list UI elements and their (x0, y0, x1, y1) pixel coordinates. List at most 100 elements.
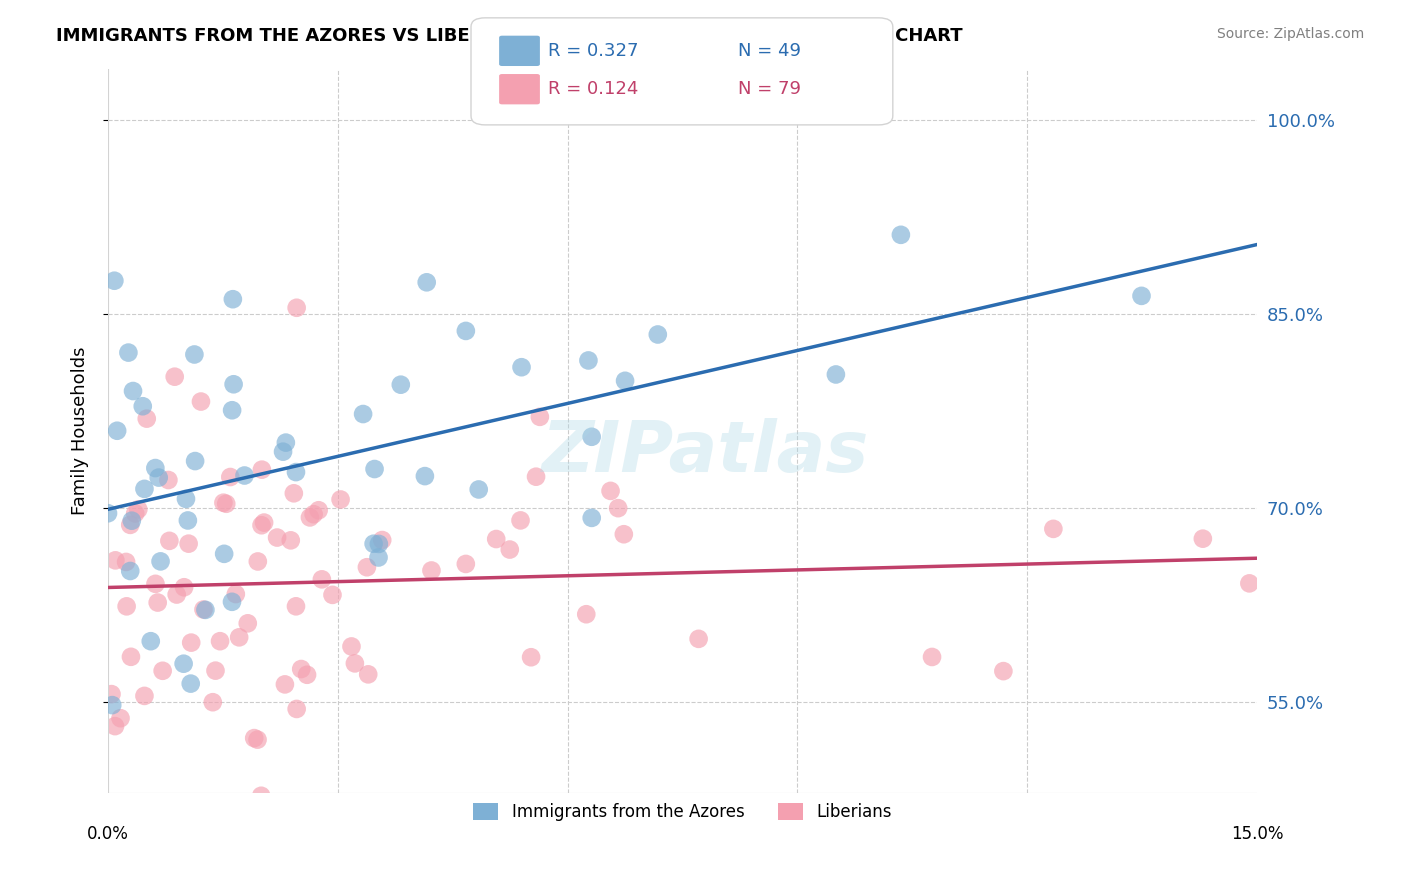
Point (274, 677, 297, 691)
Point (1042, 522, 1064, 536)
Point (1192, 532, 1215, 546)
Point (356, 560, 378, 574)
Text: Source: ZipAtlas.com: Source: ZipAtlas.com (1216, 27, 1364, 41)
Point (212, 547, 235, 561)
Legend: Immigrants from the Azores, Liberians: Immigrants from the Azores, Liberians (467, 797, 898, 828)
Point (222, 292, 245, 306)
Point (134, 689, 156, 703)
Point (100, 687, 122, 701)
Point (110, 711, 132, 725)
Point (420, 564, 443, 578)
Point (367, 550, 389, 565)
Point (105, 424, 128, 438)
Text: 0.0%: 0.0% (87, 825, 129, 843)
Point (184, 454, 207, 468)
Point (124, 507, 146, 521)
Point (250, 518, 273, 533)
Point (352, 407, 374, 421)
Point (575, 607, 598, 622)
Point (363, 462, 385, 476)
Point (134, 482, 156, 496)
Point (371, 533, 394, 547)
Point (367, 537, 389, 551)
Text: R = 0.327: R = 0.327 (548, 42, 638, 60)
Text: R = 0.124: R = 0.124 (548, 80, 638, 98)
Point (578, 353, 600, 368)
Point (363, 537, 385, 551)
Point (274, 435, 297, 450)
Point (250, 789, 273, 803)
Point (285, 702, 308, 716)
Point (510, 360, 533, 375)
Text: N = 79: N = 79 (738, 80, 801, 98)
Point (228, 630, 250, 644)
Point (283, 486, 305, 500)
Point (613, 527, 636, 541)
Point (157, 473, 180, 487)
Point (173, 580, 195, 594)
Point (454, 557, 477, 571)
Point (127, 502, 149, 516)
Point (135, 411, 157, 425)
Point (215, 497, 238, 511)
Point (302, 507, 325, 521)
Point (146, 596, 169, 610)
Point (117, 345, 139, 359)
Point (120, 517, 142, 532)
Point (581, 430, 603, 444)
Point (298, 510, 321, 524)
Point (520, 650, 543, 665)
Point (343, 657, 366, 671)
Text: 15.0%: 15.0% (1230, 825, 1284, 843)
Point (321, 588, 343, 602)
Point (1239, 576, 1261, 591)
Point (219, 470, 242, 484)
Point (225, 587, 247, 601)
Point (581, 511, 603, 525)
Point (166, 588, 188, 602)
Point (271, 444, 294, 458)
Point (524, 469, 547, 483)
Point (890, 227, 912, 242)
Point (993, 664, 1015, 678)
Point (250, 463, 273, 477)
Point (221, 595, 243, 609)
Point (266, 531, 288, 545)
Point (389, 377, 412, 392)
Point (308, 503, 330, 517)
Text: IMMIGRANTS FROM THE AZORES VS LIBERIAN FAMILY HOUSEHOLDS CORRELATION CHART: IMMIGRANTS FROM THE AZORES VS LIBERIAN F… (56, 27, 963, 45)
Point (253, 516, 276, 530)
Point (688, 632, 710, 646)
Text: N = 49: N = 49 (738, 42, 801, 60)
Point (177, 536, 200, 550)
Point (415, 275, 437, 289)
Point (204, 664, 226, 678)
Point (103, 274, 125, 288)
Point (190, 394, 212, 409)
Point (101, 698, 124, 712)
Point (413, 469, 436, 483)
Point (228, 824, 250, 838)
Point (139, 634, 162, 648)
Point (285, 301, 308, 315)
Point (115, 555, 138, 569)
Point (183, 347, 205, 361)
Point (290, 662, 312, 676)
Point (180, 635, 202, 649)
Point (311, 572, 333, 586)
Point (614, 374, 637, 388)
Point (243, 731, 266, 745)
Point (121, 514, 143, 528)
Point (529, 409, 551, 424)
Point (120, 564, 142, 578)
Point (280, 533, 302, 548)
Point (285, 465, 308, 479)
Point (825, 368, 848, 382)
Point (340, 640, 363, 654)
Point (285, 599, 308, 614)
Point (132, 399, 155, 413)
Point (499, 542, 522, 557)
Point (599, 483, 621, 498)
Point (180, 676, 202, 690)
Point (921, 650, 943, 665)
